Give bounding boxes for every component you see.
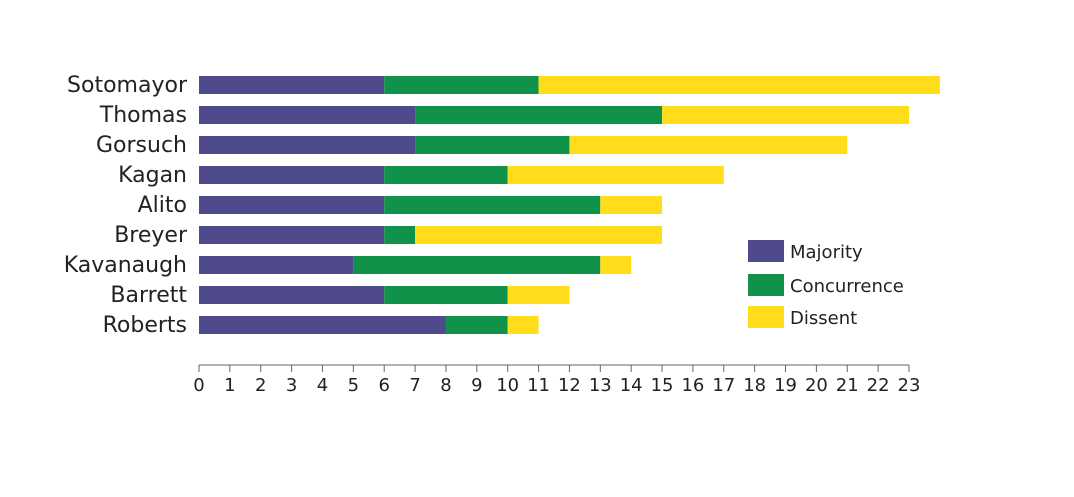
x-tick-label: 7 xyxy=(409,375,420,396)
x-tick-label: 13 xyxy=(589,375,612,396)
bar-segment xyxy=(507,316,539,334)
legend-swatch xyxy=(748,240,784,262)
legend-label: Dissent xyxy=(790,308,857,329)
bar-segment xyxy=(384,226,416,244)
bar-segment xyxy=(199,316,446,334)
bar-segment xyxy=(445,316,508,334)
bar-segment xyxy=(507,286,570,304)
x-tick-label: 20 xyxy=(805,375,828,396)
y-tick-label: Thomas xyxy=(99,103,187,128)
y-tick-label: Kagan xyxy=(118,163,187,188)
bar-segment xyxy=(384,196,601,214)
x-tick-label: 4 xyxy=(317,375,328,396)
bar-segment xyxy=(600,256,632,274)
x-tick-label: 0 xyxy=(193,375,204,396)
x-tick-label: 11 xyxy=(527,375,550,396)
x-tick-label: 2 xyxy=(255,375,266,396)
x-tick-label: 14 xyxy=(620,375,643,396)
y-tick-label: Gorsuch xyxy=(96,133,187,158)
bar-segment xyxy=(600,196,663,214)
y-tick-label: Roberts xyxy=(103,313,187,338)
x-tick-label: 16 xyxy=(681,375,704,396)
bar-segment xyxy=(199,226,385,244)
x-tick-label: 5 xyxy=(348,375,359,396)
y-tick-label: Barrett xyxy=(110,283,187,308)
bar-segment xyxy=(384,286,508,304)
bar-segment xyxy=(384,76,539,94)
bar-segment xyxy=(662,106,909,124)
bar-segment xyxy=(199,106,416,124)
bar-segment xyxy=(384,166,508,184)
y-tick-label: Alito xyxy=(138,193,187,218)
x-tick-label: 17 xyxy=(712,375,735,396)
bar-segment xyxy=(415,136,570,154)
bar-segment xyxy=(415,226,663,244)
bar-segment xyxy=(538,76,940,94)
bar-segment xyxy=(199,256,354,274)
x-tick-label: 10 xyxy=(496,375,519,396)
legend-swatch xyxy=(748,274,784,296)
x-tick-label: 6 xyxy=(378,375,389,396)
y-tick-label: Breyer xyxy=(114,223,188,248)
x-tick-label: 23 xyxy=(898,375,921,396)
bar-segment xyxy=(199,136,416,154)
x-tick-label: 19 xyxy=(774,375,797,396)
bar-segment xyxy=(569,136,848,154)
x-tick-label: 21 xyxy=(836,375,859,396)
y-tick-label: Kavanaugh xyxy=(64,253,187,278)
x-tick-label: 1 xyxy=(224,375,235,396)
bar-segment xyxy=(199,166,385,184)
x-tick-label: 3 xyxy=(286,375,297,396)
x-tick-label: 15 xyxy=(651,375,674,396)
x-tick-label: 8 xyxy=(440,375,451,396)
bar-segment xyxy=(199,286,385,304)
legend-swatch xyxy=(748,306,784,328)
bar-segment xyxy=(199,196,385,214)
bar-segment xyxy=(507,166,724,184)
bar-segment xyxy=(353,256,601,274)
x-tick-label: 9 xyxy=(471,375,482,396)
bar-segment xyxy=(415,106,663,124)
y-tick-label: Sotomayor xyxy=(67,73,188,98)
x-tick-label: 12 xyxy=(558,375,581,396)
bar-segment xyxy=(199,76,385,94)
legend-label: Concurrence xyxy=(790,276,904,297)
legend-label: Majority xyxy=(790,242,863,263)
x-tick-label: 18 xyxy=(743,375,766,396)
x-tick-label: 22 xyxy=(867,375,890,396)
